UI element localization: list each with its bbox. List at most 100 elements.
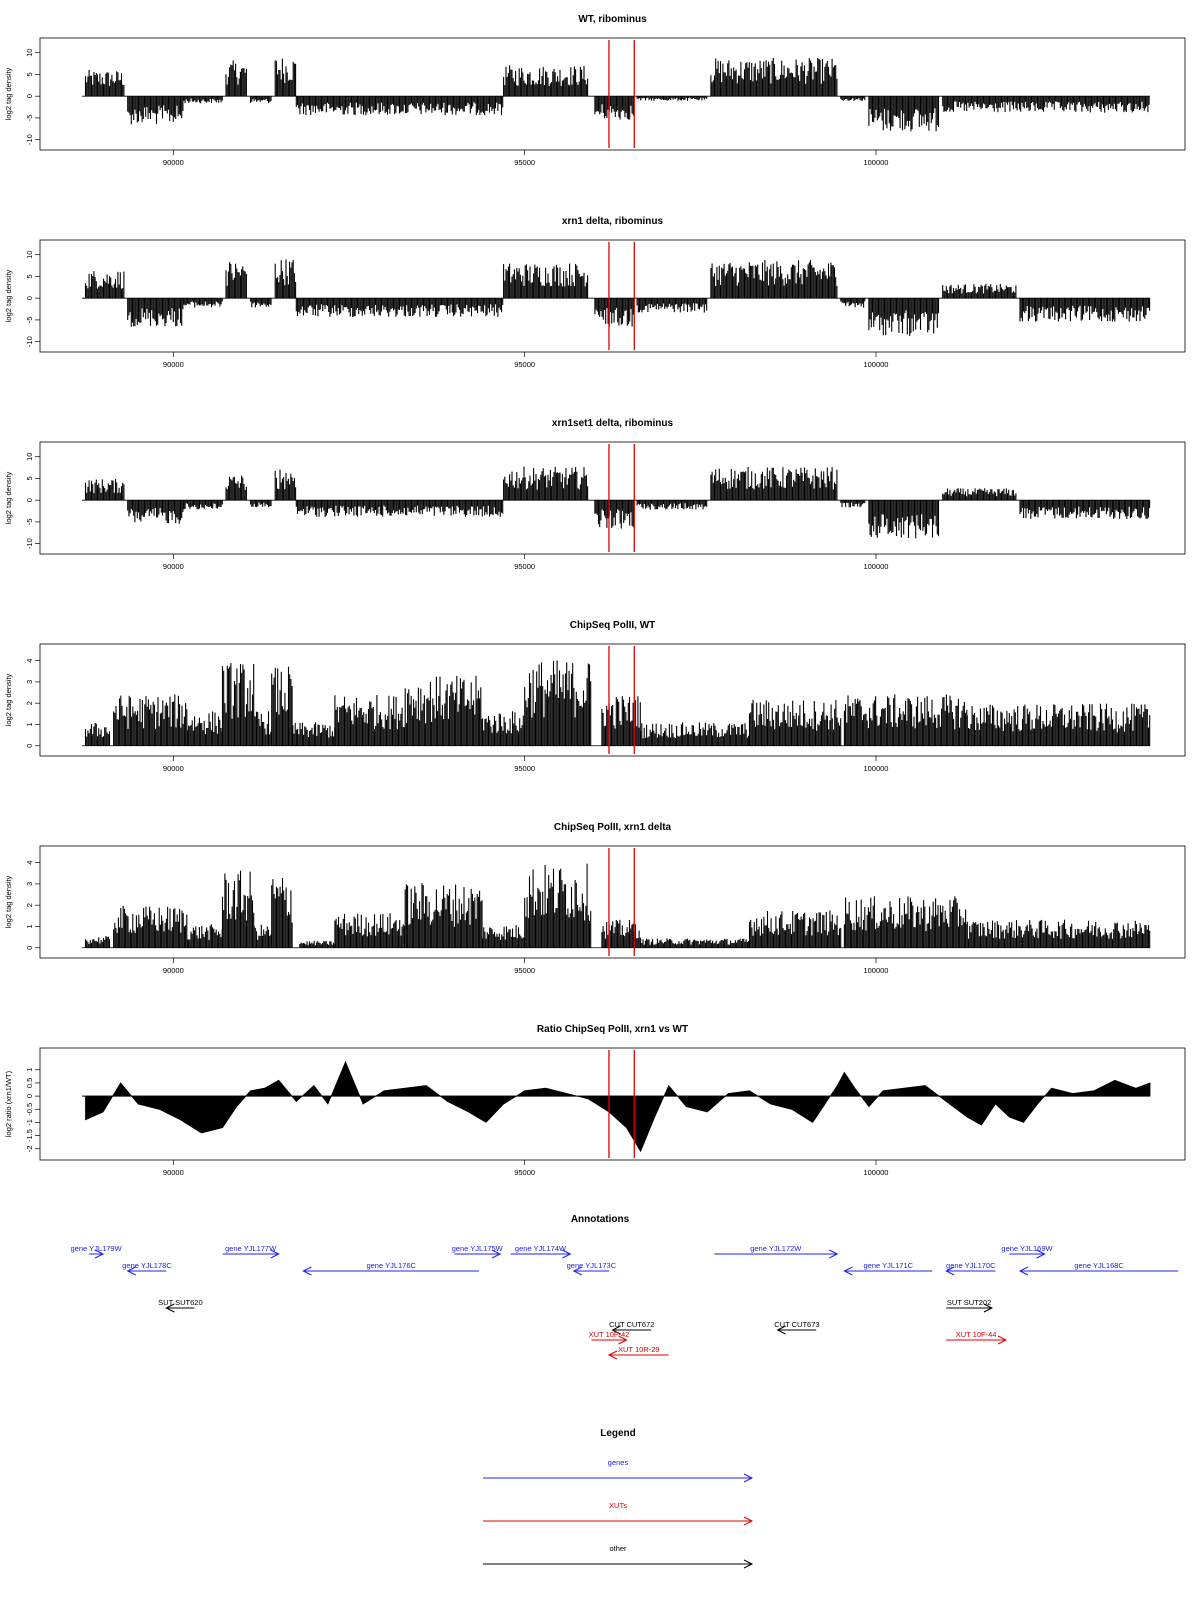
annotation-feature: CUT CUT673 xyxy=(774,1320,820,1335)
y-tick-label: 0 xyxy=(25,94,34,98)
data-segment xyxy=(636,298,708,313)
x-tick-label: 95000 xyxy=(514,158,535,167)
plot-frame xyxy=(39,643,1186,757)
x-tick-label: 100000 xyxy=(863,966,888,975)
data-segment xyxy=(748,910,842,948)
panel-1: WT, ribominus log2 tag density -10 -5 0 5 10 90… xyxy=(4,14,1186,167)
annotation-feature: gene YJL171C xyxy=(843,1261,933,1276)
feature-label: gene YJL175W xyxy=(452,1244,504,1253)
y-axis-label: log2 tag density xyxy=(4,875,13,928)
data-segment xyxy=(1019,298,1151,322)
arrowhead-left-icon xyxy=(572,1266,583,1276)
panel-title: ChipSeq PolII, WT xyxy=(570,620,656,631)
arrowhead-left-icon xyxy=(165,1303,175,1313)
data-segment xyxy=(295,298,504,317)
data-segment xyxy=(299,940,336,948)
data-segment xyxy=(1019,500,1151,519)
annotation-feature: gene YJL175W xyxy=(452,1244,504,1259)
x-tick-label: 90000 xyxy=(163,1168,184,1177)
data-segment xyxy=(524,660,592,746)
y-axis-label: log2 tag density xyxy=(4,67,13,120)
data-segment xyxy=(636,96,708,101)
y-tick-label: -2 xyxy=(25,1145,34,1152)
arrowhead-right-icon xyxy=(743,1559,754,1569)
y-tick-label: 5 xyxy=(25,274,34,278)
arrowhead-left-icon xyxy=(302,1266,312,1276)
feature-label: gene YJL168C xyxy=(1074,1261,1124,1270)
data-segment xyxy=(253,924,272,948)
data-segment xyxy=(221,663,255,746)
arrowhead-right-icon xyxy=(1036,1249,1046,1259)
data-segment xyxy=(840,500,866,508)
x-tick-label: 95000 xyxy=(514,1168,535,1177)
arrowhead-left-icon xyxy=(611,1325,621,1335)
data-segment xyxy=(503,263,589,299)
data-segment xyxy=(840,298,866,308)
annotations-track: Annotations xyxy=(571,1214,630,1225)
feature-label: gene YJL169W xyxy=(1001,1244,1053,1253)
data-segment xyxy=(186,711,223,746)
panel-5: ChipSeq PolII, xrn1 delta log2 tag densit… xyxy=(4,822,1186,975)
y-tick-label: -1.5 xyxy=(25,1129,34,1142)
feature-label: CUT CUT673 xyxy=(774,1320,819,1329)
y-tick-label: -10 xyxy=(25,538,34,549)
data-segment xyxy=(640,938,750,948)
data-segment xyxy=(113,694,188,746)
data-segment xyxy=(710,58,838,97)
arrowhead-left-icon xyxy=(607,1350,618,1360)
data-segment xyxy=(966,919,1151,948)
data-segment xyxy=(183,500,223,510)
panel-title: xrn1set1 delta, ribominus xyxy=(552,418,674,429)
data-segment xyxy=(250,96,272,104)
annotation-feature: gene YJL174W xyxy=(510,1244,572,1259)
feature-label: gene YJL173C xyxy=(567,1261,617,1270)
data-segment xyxy=(843,694,968,746)
x-tick-label: 100000 xyxy=(863,360,888,369)
feature-label: gene YJL176C xyxy=(366,1261,416,1270)
legend-label: XUTs xyxy=(609,1501,627,1510)
arrowhead-right-icon xyxy=(562,1249,572,1259)
y-tick-label: -10 xyxy=(25,134,34,145)
annotations-title: Annotations xyxy=(571,1214,630,1225)
data-segment xyxy=(274,259,297,299)
data-segment xyxy=(404,883,483,948)
data-segment xyxy=(594,298,634,327)
data-segment xyxy=(404,675,483,746)
x-tick-label: 95000 xyxy=(514,966,535,975)
panel-2: xrn1 delta, ribominus log2 tag density -10… xyxy=(4,216,1186,369)
panel-title: ChipSeq PolII, xrn1 delta xyxy=(554,822,672,833)
data-segment xyxy=(225,262,247,299)
legend-item: other xyxy=(483,1544,754,1569)
annotation-feature: gene YJL170C xyxy=(945,1261,996,1276)
plot-frame xyxy=(39,1047,1186,1161)
data-segment xyxy=(295,96,504,116)
y-tick-label: 0.5 xyxy=(25,1078,34,1088)
data-segment xyxy=(225,475,247,501)
feature-label: XUT 10F-44 xyxy=(956,1330,997,1339)
y-tick-label: 1 xyxy=(25,924,34,928)
x-tick-label: 90000 xyxy=(163,966,184,975)
y-tick-label: 2 xyxy=(25,903,34,907)
feature-label: gene YJL171C xyxy=(864,1261,914,1270)
y-tick-label: -5 xyxy=(25,519,34,526)
arrowhead-right-icon xyxy=(743,1516,754,1526)
data-segment xyxy=(271,878,293,948)
panel-4: ChipSeq PolII, WT log2 tag density 0 1 2 3 4 90… xyxy=(4,620,1186,773)
y-tick-label: -5 xyxy=(25,317,34,324)
data-segment xyxy=(84,723,111,746)
data-segment xyxy=(942,96,1150,113)
annotation-feature: gene YJL176C xyxy=(302,1261,479,1276)
annotation-feature: gene YJL179W xyxy=(71,1244,123,1259)
panel-title: xrn1 delta, ribominus xyxy=(562,216,664,227)
feature-label: CUT CUT672 xyxy=(609,1320,654,1329)
annotation-feature: XUT 10F-42 xyxy=(589,1330,629,1345)
panel-3: xrn1set1 delta, ribominus log2 tag densit… xyxy=(4,418,1186,571)
x-tick-label: 90000 xyxy=(163,158,184,167)
y-tick-label: 0 xyxy=(25,744,34,748)
legend-label: other xyxy=(609,1544,627,1553)
data-segment xyxy=(274,469,297,501)
data-segment xyxy=(84,271,125,299)
y-tick-label: 4 xyxy=(25,861,34,865)
ratio-area xyxy=(85,1060,1151,1153)
data-segment xyxy=(601,696,641,746)
